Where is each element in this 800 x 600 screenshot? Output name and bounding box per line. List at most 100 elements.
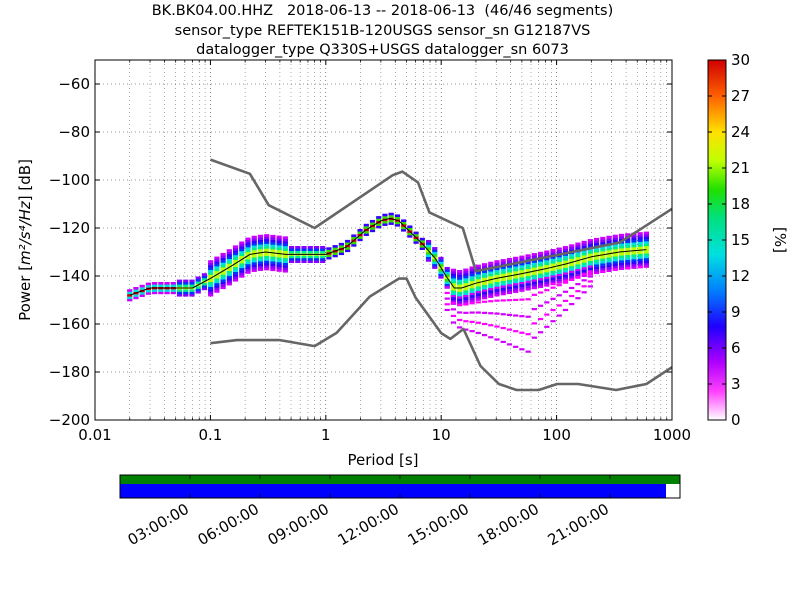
- psd-cell: [600, 256, 606, 259]
- psd-cell: [251, 269, 257, 272]
- psd-cell: [569, 268, 575, 271]
- psd-cell: [301, 260, 307, 263]
- psd-outlier-cell: [506, 299, 513, 302]
- psd-cell: [432, 254, 438, 257]
- x-axis-ticks: 0.01 0.1 1 10 100 1000: [78, 60, 691, 444]
- psd-cell: [463, 287, 469, 291]
- psd-cell: [208, 291, 214, 295]
- psd-cell: [208, 267, 214, 271]
- psd-outlier-cell: [544, 301, 550, 304]
- psd-cell: [239, 263, 245, 266]
- psd-cell: [208, 260, 214, 263]
- psd-cell: [407, 235, 413, 238]
- psd-outlier-cell: [457, 318, 463, 322]
- psd-cell: [450, 273, 457, 277]
- psd-cell: [282, 262, 288, 266]
- psd-cell: [208, 281, 214, 285]
- psd-cell: [369, 229, 376, 233]
- psd-outlier-cell: [537, 278, 544, 281]
- psd-cell: [214, 278, 220, 281]
- psd-cell: [618, 253, 625, 256]
- psd-cell: [587, 239, 593, 242]
- psd-cell: [332, 252, 338, 255]
- psd-cell: [257, 268, 264, 271]
- psd-outlier-cell: [469, 292, 475, 296]
- psd-cell: [631, 263, 637, 267]
- title-line-2: sensor_type REFTEK151B-120USGS sensor_sn…: [174, 22, 591, 39]
- psd-cell: [575, 266, 581, 270]
- y-tick-label: −180: [49, 363, 90, 381]
- psd-cell: [444, 271, 450, 275]
- psd-cell: [282, 250, 288, 254]
- psd-cell: [594, 269, 600, 272]
- psd-cell: [450, 283, 457, 286]
- psd-cell: [264, 260, 270, 264]
- psd-cell: [320, 248, 326, 251]
- psd-cell: [338, 250, 344, 253]
- psd-cell: [264, 236, 270, 240]
- psd-cell: [257, 239, 264, 243]
- psd-cell: [152, 282, 158, 285]
- psd-cell: [201, 275, 208, 279]
- psd-cell: [581, 255, 587, 258]
- psd-cell: [251, 254, 257, 258]
- psd-cell: [537, 263, 544, 267]
- psd-cell: [618, 236, 625, 239]
- psd-cell: [425, 247, 432, 250]
- psd-cell: [401, 226, 407, 230]
- psd-cell: [450, 280, 457, 284]
- psd-cell: [270, 254, 276, 257]
- psd-cell: [251, 257, 257, 260]
- psd-cell: [450, 275, 457, 279]
- psd-cell: [618, 233, 625, 237]
- psd-cell: [500, 278, 506, 281]
- psd-cell: [556, 266, 562, 270]
- psd-cell: [345, 239, 351, 243]
- psd-outlier-cell: [469, 330, 475, 333]
- psd-cell: [594, 237, 600, 241]
- psd-cell: [643, 236, 649, 239]
- psd-cell: [382, 220, 388, 224]
- psd-cell: [313, 258, 320, 261]
- psd-cell: [556, 249, 562, 253]
- psd-outlier-cell: [494, 338, 500, 341]
- psd-cell: [425, 242, 432, 245]
- psd-outlier-cell: [544, 276, 550, 280]
- psd-cell: [245, 247, 251, 250]
- psd-cell: [214, 270, 220, 274]
- psd-cell: [481, 291, 488, 295]
- psd-cell: [139, 287, 145, 290]
- timeline: 03:00:00 06:00:00 09:00:00 12:00:00 15:00:00…: [119, 474, 681, 549]
- psd-outlier-cell: [556, 304, 562, 307]
- psd-cell: [189, 282, 195, 285]
- psd-cell: [643, 258, 649, 261]
- psd-cell: [189, 289, 195, 292]
- psd-cell: [550, 263, 556, 267]
- psd-cell: [457, 289, 463, 292]
- psd-cell: [419, 237, 425, 241]
- psd-outlier-cell: [494, 325, 500, 328]
- psd-cell: [276, 245, 282, 248]
- psd-outlier-cell: [562, 308, 569, 312]
- psd-cell: [127, 289, 133, 292]
- psd-cell: [581, 245, 587, 249]
- psd-cell: [600, 248, 606, 252]
- psd-outlier-cell: [544, 313, 550, 316]
- psd-cell: [345, 249, 351, 253]
- colorbar-tick-label: 18: [731, 195, 750, 213]
- psd-cell: [183, 291, 189, 295]
- psd-cell: [569, 253, 575, 257]
- psd-cell: [264, 265, 270, 268]
- psd-cell: [276, 262, 282, 265]
- psd-cell: [301, 248, 307, 251]
- psd-cell: [195, 290, 201, 294]
- psd-cell: [357, 236, 363, 239]
- psd-cell: [525, 263, 531, 267]
- psd-cell: [345, 247, 351, 250]
- psd-cell: [376, 218, 382, 222]
- psd-outlier-cell: [569, 270, 575, 273]
- psd-cell: [606, 235, 612, 239]
- psd-cell: [488, 276, 494, 279]
- psd-cell: [506, 267, 513, 271]
- psd-cell: [270, 268, 276, 272]
